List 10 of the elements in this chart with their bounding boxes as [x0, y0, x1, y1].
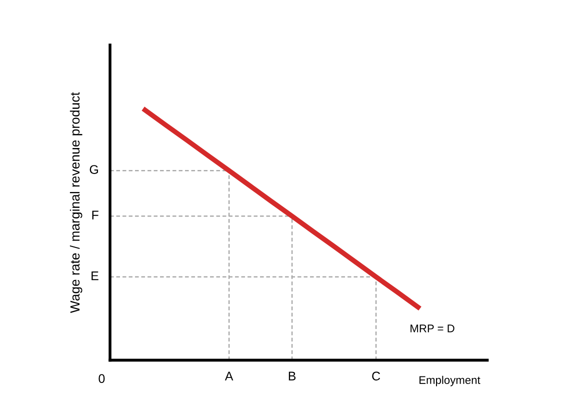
x-tick-label: B: [288, 372, 296, 380]
text: 0: [98, 374, 105, 383]
ref-line-label: E: [92, 272, 98, 280]
ref-line-label: F: [92, 210, 98, 220]
x-axis-title: Employment: [420, 376, 480, 386]
ref-line-label: G: [90, 165, 98, 174]
annotation: MRP = D: [410, 324, 454, 332]
y-axis-title: Wage rate / marginal revenue product: [70, 92, 82, 314]
x-tick-label: C: [372, 372, 380, 380]
x-tick-label: A: [224, 372, 234, 380]
